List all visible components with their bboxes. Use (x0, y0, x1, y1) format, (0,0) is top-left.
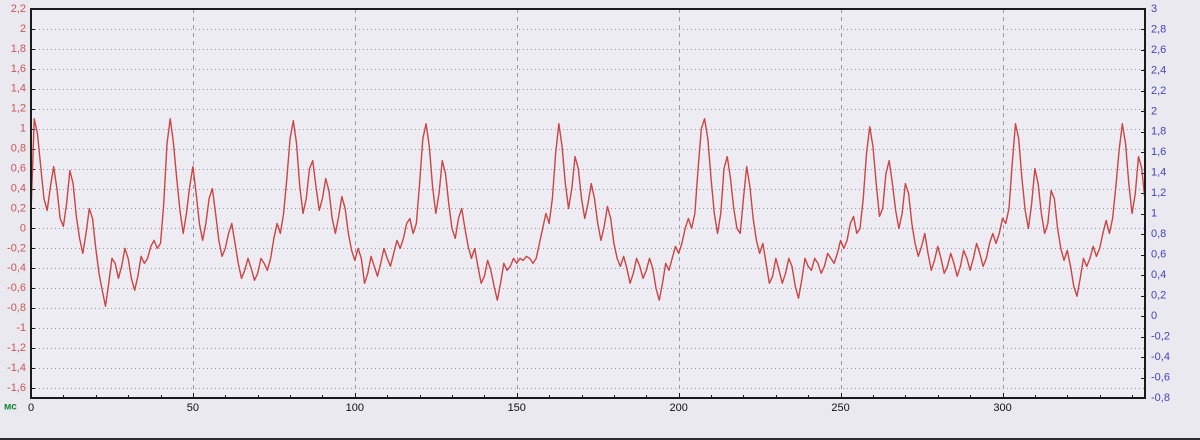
y-axis-right-labels: 3 2,8 2,6 2,4 2,2 2 1,8 1,6 1,4 1,2 1 0,8 0,6 0,4 0,2 0… (1151, 3, 1170, 404)
x-axis-tick-label: 300 (993, 402, 1011, 414)
x-axis-tick-label: 100 (346, 402, 364, 414)
x-axis-tick-label: 250 (831, 402, 849, 414)
y-axis-right-tick-label: 1 (1151, 208, 1157, 220)
series-lines (30, 118, 1146, 307)
y-axis-left-tick-label: -0,4 (7, 262, 26, 274)
y-axis-left-tick-label: 2,2 (11, 3, 26, 15)
y-axis-left-tick-label: -0,6 (7, 282, 26, 294)
y-axis-right-tick-label: 1,4 (1151, 167, 1166, 179)
plot-frame (30, 8, 1146, 399)
y-axis-right-tick-label: 1,2 (1151, 187, 1166, 199)
y-axis-left-tick-label: 0,8 (11, 143, 26, 155)
x-axis-labels: 0 50 100 150 200 250 300 (28, 402, 1012, 414)
y-axis-right-tick-label: 0,8 (1151, 228, 1166, 240)
y-axis-right-tick-label: -0,2 (1151, 330, 1170, 342)
y-axis-left-tick-label: -0,8 (7, 302, 26, 314)
y-axis-right-tick-label: 2,8 (1151, 23, 1166, 35)
y-axis-right-tick-label: 2,2 (1151, 85, 1166, 97)
y-axis-right-tick-label: -0,4 (1151, 351, 1170, 363)
y-axis-left-tick-label: 2 (20, 23, 26, 35)
y-axis-right-tick-label: -0,6 (1151, 371, 1170, 383)
y-axis-left-tick-label: -1,4 (7, 362, 26, 374)
y-axis-left-tick-label: 0,6 (11, 162, 26, 174)
y-axis-left-tick-label: -1,2 (7, 342, 26, 354)
y-axis-left-tick-label: 1,4 (11, 83, 26, 95)
y-axis-left-tick-label: -1 (16, 322, 26, 334)
y-axis-left-tick-label: -1,6 (7, 382, 26, 394)
y-axis-right-tick-label: 2 (1151, 105, 1157, 117)
y-axis-left-tick-label: 1 (20, 123, 26, 135)
y-axis-left-labels: 2,2 2 1,8 1,6 1,4 1,2 1 0,8 0,6 0,4 0,2 0 -0,2 -0,4 -0… (7, 3, 26, 394)
y-axis-left-tick-label: 1,2 (11, 103, 26, 115)
vertical-gridlines (193, 9, 1004, 398)
horizontal-gridlines (31, 29, 1145, 389)
y-axis-right-tick-label: 0,4 (1151, 269, 1166, 281)
y-axis-right-tick-label: 2,6 (1151, 44, 1166, 56)
series-line-signal (30, 118, 1146, 307)
x-axis-unit-label: мс (4, 401, 17, 412)
x-axis-tick-label: 0 (28, 402, 34, 414)
y-axis-left-tick-label: 1,6 (11, 63, 26, 75)
y-axis-right-tick-label: 1,6 (1151, 146, 1166, 158)
x-axis-tick-label: 150 (508, 402, 526, 414)
y-axis-right-tick-label: 0 (1151, 310, 1157, 322)
y-axis-right-tick-label: -0,8 (1151, 392, 1170, 404)
y-axis-left-tick-label: 0,4 (11, 182, 26, 194)
y-axis-right-tick-label: 2,4 (1151, 64, 1166, 76)
y-axis-right-tick-label: 3 (1151, 3, 1157, 15)
y-axis-right-tick-label: 0,6 (1151, 249, 1166, 261)
x-axis-tick-label: 200 (669, 402, 687, 414)
y-axis-left-tick-label: 0,2 (11, 202, 26, 214)
y-axis-left-tick-label: 1,8 (11, 43, 26, 55)
y-axis-left-tick-label: -0,2 (7, 242, 26, 254)
y-axis-right-tick-label: 0,2 (1151, 290, 1166, 302)
y-axis-left-tick-label: 0 (20, 222, 26, 234)
x-axis-tick-label: 50 (187, 402, 199, 414)
y-axis-right-tick-label: 1,8 (1151, 126, 1166, 138)
